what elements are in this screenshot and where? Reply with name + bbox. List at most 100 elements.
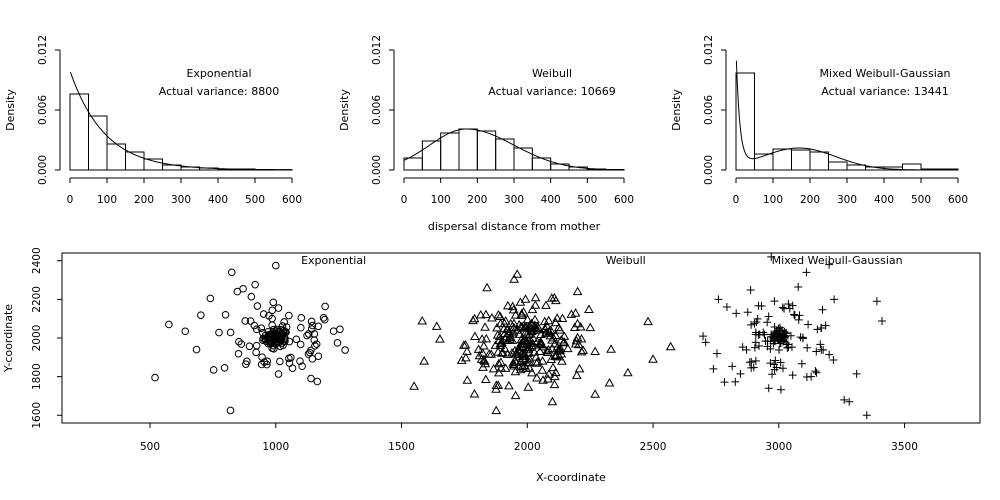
point-triangle [509, 345, 520, 355]
panel-annotation: Actual variance: 13441 [821, 85, 949, 98]
point-circle [288, 364, 297, 372]
point-triangle [494, 367, 504, 377]
point-circle [197, 311, 205, 319]
point-triangle [480, 322, 490, 331]
point-triangle [548, 332, 559, 342]
point-triangle [493, 358, 504, 368]
point-triangle [495, 318, 506, 328]
point-circle [307, 317, 316, 326]
point-plus [736, 369, 745, 378]
point-plus [720, 378, 729, 387]
point-circle [252, 348, 260, 357]
point-triangle [523, 382, 534, 391]
x-tick-label: 600 [948, 194, 968, 206]
point-triangle [554, 351, 565, 361]
point-triangle [543, 315, 554, 325]
plot-frame [61, 252, 981, 424]
x-tick-label: 300 [171, 194, 191, 206]
histogram-bar [458, 128, 478, 171]
point-circle [252, 325, 261, 334]
y-tick-label: 0.006 [37, 95, 49, 125]
point-circle [253, 302, 262, 310]
x-tick-label: 300 [504, 194, 524, 206]
point-circle [263, 357, 272, 366]
point-triangle [543, 374, 553, 383]
point-triangle [530, 292, 541, 302]
panel-title: Exponential [186, 67, 251, 80]
x-tick-label: 200 [467, 194, 487, 206]
point-triangle [520, 294, 531, 303]
x-tick-label: 3000 [765, 441, 792, 453]
point-triangle [512, 325, 523, 334]
point-plus [783, 340, 792, 349]
density-curve [69, 71, 292, 171]
point-plus [776, 338, 785, 347]
point-triangle [482, 282, 492, 292]
point-triangle [522, 314, 533, 324]
point-triangle [572, 318, 583, 328]
point-circle [307, 374, 315, 383]
point-plus [731, 377, 740, 386]
point-plus [840, 395, 849, 404]
point-circle [341, 346, 349, 354]
point-triangle [590, 346, 600, 356]
point-triangle [495, 338, 506, 348]
histogram-bar [791, 149, 811, 171]
point-plus [769, 339, 778, 348]
y-tick-label: 2000 [31, 325, 43, 352]
point-triangle [510, 390, 521, 400]
point-circle [274, 304, 283, 312]
point-triangle [557, 313, 568, 322]
point-plus [862, 411, 871, 420]
x-axis-label: X-coordinate [536, 471, 606, 484]
point-triangle [460, 352, 471, 362]
y-axis-label: Density [4, 89, 17, 131]
point-circle [258, 353, 266, 361]
point-circle [269, 298, 278, 307]
point-triangle [571, 370, 582, 379]
point-triangle [519, 349, 530, 358]
point-triangle [509, 318, 519, 328]
point-circle [226, 406, 235, 415]
point-triangle [500, 333, 510, 343]
point-triangle [590, 389, 601, 398]
point-circle [313, 377, 322, 386]
point-plus [804, 320, 813, 329]
point-triangle [435, 334, 445, 343]
point-plus [768, 370, 777, 379]
point-plus [747, 358, 756, 367]
point-circle [312, 340, 321, 348]
point-plus [819, 345, 828, 354]
point-circle [285, 359, 294, 367]
scatter-annotation: Mixed Weibull-Gaussian [772, 254, 903, 267]
point-plus [775, 345, 784, 354]
point-circle [276, 325, 285, 334]
y-tick-label: 0.000 [371, 155, 383, 185]
point-plus [701, 338, 710, 347]
shared-xlabel: dispersal distance from mother [428, 220, 601, 233]
point-plus [803, 343, 812, 352]
point-triangle [480, 374, 491, 384]
point-circle [250, 321, 259, 330]
point-triangle [550, 367, 561, 377]
point-triangle [516, 321, 526, 331]
point-triangle [623, 367, 633, 377]
x-tick-label: 0 [67, 194, 74, 206]
point-plus [763, 318, 772, 327]
point-plus [776, 385, 785, 394]
point-triangle [515, 297, 526, 306]
point-triangle [540, 324, 551, 333]
histogram-bar [421, 140, 442, 171]
point-plus [788, 301, 797, 310]
point-triangle [606, 344, 616, 353]
point-triangle [419, 356, 430, 365]
point-triangle [643, 316, 653, 326]
point-circle [269, 335, 278, 344]
point-plus [767, 330, 776, 339]
point-triangle [517, 342, 528, 351]
histogram-bar [846, 164, 866, 171]
point-triangle [509, 274, 519, 283]
point-triangle [585, 322, 596, 332]
point-circle [257, 324, 266, 332]
point-circle [252, 341, 261, 350]
